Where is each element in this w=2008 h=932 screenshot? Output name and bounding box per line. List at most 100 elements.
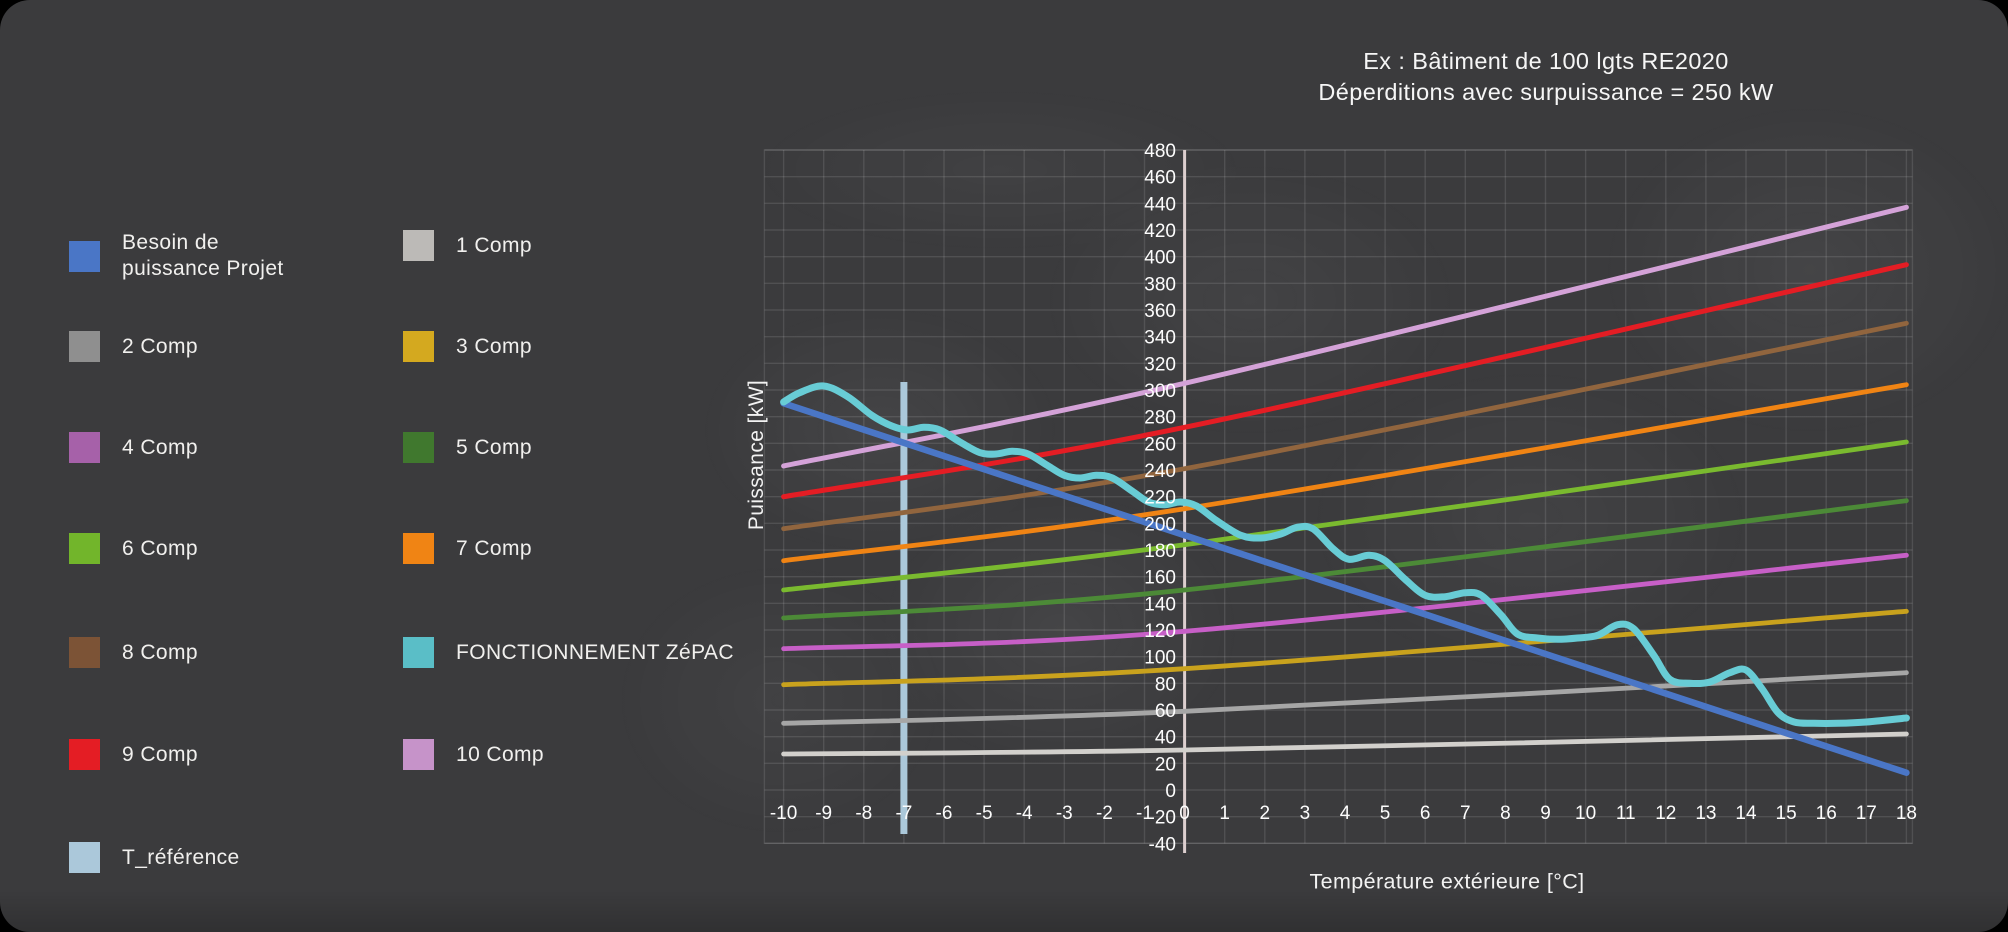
x-tick-5: 5 <box>1380 803 1391 824</box>
legend-swatch-8comp <box>69 637 100 668</box>
y-tick-400: 400 <box>1144 248 1176 269</box>
legend-item-1comp: 1 Comp <box>403 230 532 261</box>
legend-label-7comp: 7 Comp <box>456 536 532 560</box>
y-tick-420: 420 <box>1144 221 1176 242</box>
legend-label-6comp: 6 Comp <box>122 536 198 560</box>
legend-swatch-4comp <box>69 432 100 463</box>
series-comp5 <box>781 498 1909 621</box>
y-tick-260: 260 <box>1144 434 1176 455</box>
x-tick--1: -1 <box>1136 803 1153 824</box>
y-tick-480: 480 <box>1144 141 1176 162</box>
legend-label-3comp: 3 Comp <box>456 334 532 358</box>
y-tick-180: 180 <box>1144 541 1176 562</box>
y-tick--40: -40 <box>1149 834 1176 855</box>
x-tick-4: 4 <box>1340 803 1351 824</box>
y-tick-440: 440 <box>1144 194 1176 215</box>
series-comp1 <box>781 731 1909 757</box>
legend-label-besoin-line1: Besoin de <box>122 231 220 254</box>
legend-item-5comp: 5 Comp <box>403 432 532 463</box>
x-tick-2: 2 <box>1260 803 1271 824</box>
tick-labels: 4804604404204003803603403203002802602402… <box>770 141 1917 855</box>
x-tick--5: -5 <box>976 803 993 824</box>
chart-title-line2: Déperditions avec surpuissance = 250 kW <box>1318 79 1774 105</box>
series-comp4 <box>781 552 1909 652</box>
series-comp9 <box>781 262 1909 500</box>
x-tick-8: 8 <box>1500 803 1511 824</box>
legend-item-zepac: FONCTIONNEMENT ZéPAC <box>403 637 734 668</box>
legend-label-zepac: FONCTIONNEMENT ZéPAC <box>456 640 734 664</box>
chart-title-line1: Ex : Bâtiment de 100 lgts RE2020 <box>1363 48 1729 74</box>
y-tick-200: 200 <box>1144 514 1176 535</box>
legend-swatch-1comp <box>403 230 434 261</box>
x-tick-7: 7 <box>1460 803 1471 824</box>
legend-item-4comp: 4 Comp <box>69 432 198 463</box>
x-tick-17: 17 <box>1856 803 1877 824</box>
legend-swatch-6comp <box>69 533 100 564</box>
legend-label-tref: T_référence <box>122 845 240 869</box>
y-tick-80: 80 <box>1155 674 1176 695</box>
legend-label-2comp: 2 Comp <box>122 334 198 358</box>
y-tick-380: 380 <box>1144 274 1176 295</box>
series-comp7 <box>781 382 1909 564</box>
y-tick-220: 220 <box>1144 488 1176 509</box>
x-tick-18: 18 <box>1896 803 1917 824</box>
y-tick-320: 320 <box>1144 354 1176 375</box>
x-tick--10: -10 <box>770 803 797 824</box>
legend-item-10comp: 10 Comp <box>403 739 544 770</box>
y-tick-20: 20 <box>1155 754 1176 775</box>
x-tick-16: 16 <box>1816 803 1837 824</box>
x-tick-6: 6 <box>1420 803 1431 824</box>
x-tick--9: -9 <box>815 803 832 824</box>
y-tick-300: 300 <box>1144 381 1176 402</box>
x-tick-9: 9 <box>1540 803 1551 824</box>
legend-item-besoin: Besoin de puissance Projet <box>69 230 284 282</box>
legend-item-9comp: 9 Comp <box>69 739 198 770</box>
legend-label-10comp: 10 Comp <box>456 742 545 766</box>
y-tick-160: 160 <box>1144 568 1176 589</box>
y-tick-40: 40 <box>1155 728 1176 749</box>
y-tick--20: -20 <box>1149 808 1176 829</box>
y-tick-100: 100 <box>1144 648 1176 669</box>
legend-item-tref: T_référence <box>69 842 240 873</box>
legend-swatch-10comp <box>403 739 434 770</box>
series-comp8 <box>781 320 1909 532</box>
y-tick-120: 120 <box>1144 621 1176 642</box>
legend-label-5comp: 5 Comp <box>456 435 532 459</box>
data-series <box>780 204 1910 776</box>
series-comp3 <box>781 608 1909 688</box>
x-tick-15: 15 <box>1776 803 1797 824</box>
x-tick--6: -6 <box>936 803 953 824</box>
y-tick-240: 240 <box>1144 461 1176 482</box>
x-tick-12: 12 <box>1655 803 1676 824</box>
legend-label-besoin: Besoin de puissance Projet <box>122 230 284 282</box>
x-tick--4: -4 <box>1016 803 1033 824</box>
legend-label-9comp: 9 Comp <box>122 742 198 766</box>
x-tick-0: 0 <box>1179 803 1190 824</box>
series-besoin <box>780 400 1910 776</box>
y-tick-60: 60 <box>1155 701 1176 722</box>
legend-swatch-besoin <box>69 240 100 272</box>
y-tick-340: 340 <box>1144 328 1176 349</box>
y-tick-280: 280 <box>1144 408 1176 429</box>
legend-swatch-2comp <box>69 331 100 362</box>
x-tick-14: 14 <box>1735 803 1757 824</box>
y-tick-140: 140 <box>1144 594 1176 615</box>
legend-item-3comp: 3 Comp <box>403 331 532 362</box>
x-tick--7: -7 <box>895 803 912 824</box>
x-tick--3: -3 <box>1056 803 1073 824</box>
x-tick--8: -8 <box>855 803 872 824</box>
y-tick-360: 360 <box>1144 301 1176 322</box>
y-tick-460: 460 <box>1144 168 1176 189</box>
y-tick-0: 0 <box>1165 781 1176 802</box>
legend-label-4comp: 4 Comp <box>122 435 198 459</box>
legend-item-7comp: 7 Comp <box>403 533 532 564</box>
legend-swatch-7comp <box>403 533 434 564</box>
chart-title: Ex : Bâtiment de 100 lgts RE2020 Déperdi… <box>1146 46 1946 108</box>
legend-label-1comp: 1 Comp <box>456 233 532 257</box>
legend-item-8comp: 8 Comp <box>69 637 198 668</box>
series-comp10 <box>781 204 1909 469</box>
x-tick-3: 3 <box>1300 803 1311 824</box>
